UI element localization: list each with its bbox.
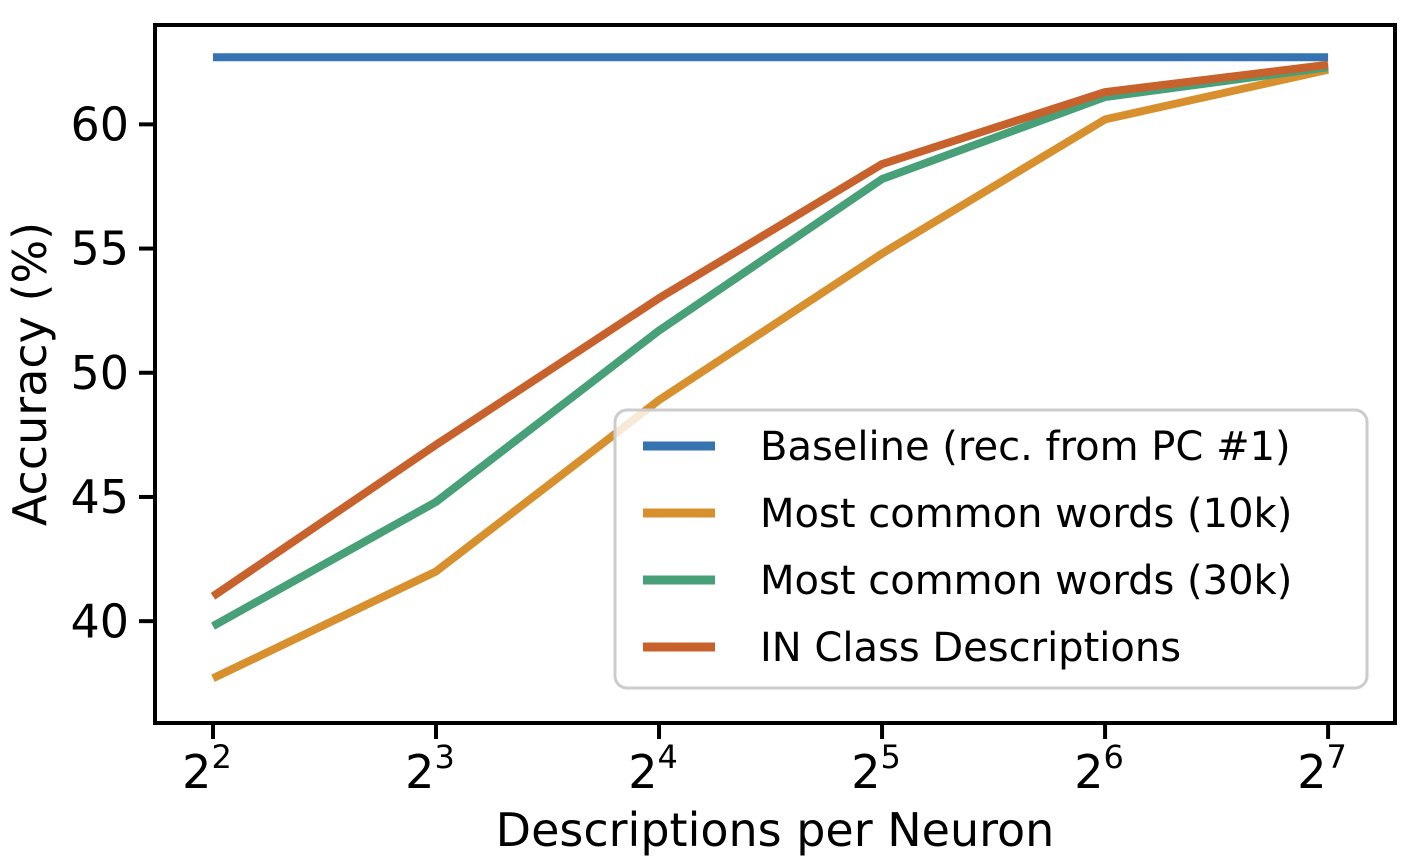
y-tick-label: 40	[70, 594, 129, 648]
legend-label: IN Class Descriptions	[760, 625, 1181, 671]
x-tick-label: 22	[182, 738, 232, 799]
legend-label: Most common words (10k)	[760, 491, 1292, 537]
series-line-1	[211, 65, 1329, 682]
legend: Baseline (rec. from PC #1) Most common wo…	[613, 408, 1369, 690]
y-tick-label: 60	[70, 97, 129, 151]
y-tick-label: 50	[70, 346, 129, 400]
series-line-2	[211, 63, 1329, 630]
legend-label: Baseline (rec. from PC #1)	[760, 424, 1291, 470]
y-axis-label: Accuracy (%)	[3, 222, 57, 526]
x-tick-label: 25	[851, 738, 901, 799]
legend-item-1: Most common words (10k)	[643, 491, 1292, 537]
legend-item-2: Most common words (30k)	[643, 558, 1292, 604]
legend-item-0: Baseline (rec. from PC #1)	[643, 424, 1291, 470]
x-tick-label: 23	[405, 738, 455, 799]
legend-label: Most common words (30k)	[760, 558, 1292, 604]
x-axis-label: Descriptions per Neuron	[496, 803, 1055, 857]
legend-box	[613, 408, 1369, 690]
x-tick-label: 24	[628, 738, 678, 799]
axis-ticks: 40 45 50 55 60 22 23 24 25 26 27	[70, 97, 1346, 799]
x-tick-label: 26	[1074, 738, 1124, 799]
y-tick-label: 45	[70, 470, 129, 524]
x-tick-label: 27	[1297, 738, 1347, 799]
series-line-3	[210, 60, 1329, 600]
legend-item-3: IN Class Descriptions	[643, 625, 1181, 671]
y-tick-label: 55	[70, 222, 129, 276]
series-lines	[210, 53, 1329, 682]
